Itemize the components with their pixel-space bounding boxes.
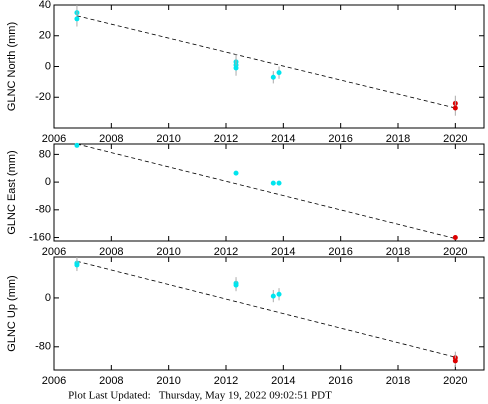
footer: Plot Last Updated: Thursday, May 19, 202… — [68, 390, 332, 402]
y-tick-label: -80 — [35, 341, 51, 353]
plot-frame — [53, 4, 485, 129]
plot-frame — [53, 143, 485, 242]
y-tick-label: 80 — [39, 148, 51, 160]
x-tick-label: 2006 — [42, 375, 66, 387]
y-axis-label: GLNC East (mm) — [6, 150, 18, 234]
data-point — [276, 180, 282, 186]
y-axis-label: GLNC Up (mm) — [6, 275, 18, 351]
y-tick-label: 40 — [39, 0, 51, 11]
x-tick-label: 2014 — [271, 133, 295, 145]
x-tick-label: 2012 — [214, 246, 238, 258]
plot-frame — [53, 256, 485, 371]
x-tick-label: 2006 — [42, 246, 66, 258]
data-point — [270, 180, 276, 186]
data-point — [233, 65, 239, 71]
y-tick-label: 0 — [45, 176, 51, 188]
x-tick-label: 2016 — [328, 133, 352, 145]
x-tick-label: 2018 — [386, 133, 410, 145]
x-tick-label: 2016 — [328, 246, 352, 258]
x-tick-label: 2006 — [42, 133, 66, 145]
y-tick-label: -80 — [35, 204, 51, 216]
x-tick-label: 2012 — [214, 133, 238, 145]
data-point — [276, 291, 282, 297]
x-tick-label: 2018 — [386, 375, 410, 387]
y-tick-label: -20 — [35, 91, 51, 103]
x-tick-label: 2014 — [271, 246, 295, 258]
data-point — [233, 282, 239, 288]
data-point — [276, 70, 282, 76]
data-point — [233, 170, 239, 176]
x-tick-label: 2010 — [156, 375, 180, 387]
data-point — [452, 235, 458, 241]
x-tick-label: 2008 — [99, 246, 123, 258]
x-tick-label: 2016 — [328, 375, 352, 387]
trend-line — [76, 143, 456, 239]
x-tick-label: 2018 — [386, 246, 410, 258]
x-tick-label: 2020 — [443, 133, 467, 145]
trend-line — [76, 260, 456, 358]
x-tick-label: 2008 — [99, 375, 123, 387]
x-tick-label: 2020 — [443, 375, 467, 387]
data-point — [270, 293, 276, 299]
data-point — [74, 142, 80, 148]
data-point — [452, 105, 458, 111]
x-tick-label: 2012 — [214, 375, 238, 387]
y-axis-label: GLNC North (mm) — [6, 22, 18, 111]
data-point — [452, 358, 458, 364]
y-tick-label: 0 — [45, 292, 51, 304]
x-tick-label: 2020 — [443, 246, 467, 258]
data-point — [74, 16, 80, 22]
x-tick-label: 2010 — [156, 133, 180, 145]
x-tick-label: 2014 — [271, 375, 295, 387]
data-point — [74, 262, 80, 268]
x-tick-label: 2010 — [156, 246, 180, 258]
data-point — [270, 74, 276, 80]
y-tick-label: 20 — [39, 30, 51, 42]
y-tick-label: 0 — [45, 60, 51, 72]
x-tick-label: 2008 — [99, 133, 123, 145]
trend-line — [76, 15, 456, 109]
y-tick-label: -160 — [29, 231, 51, 243]
